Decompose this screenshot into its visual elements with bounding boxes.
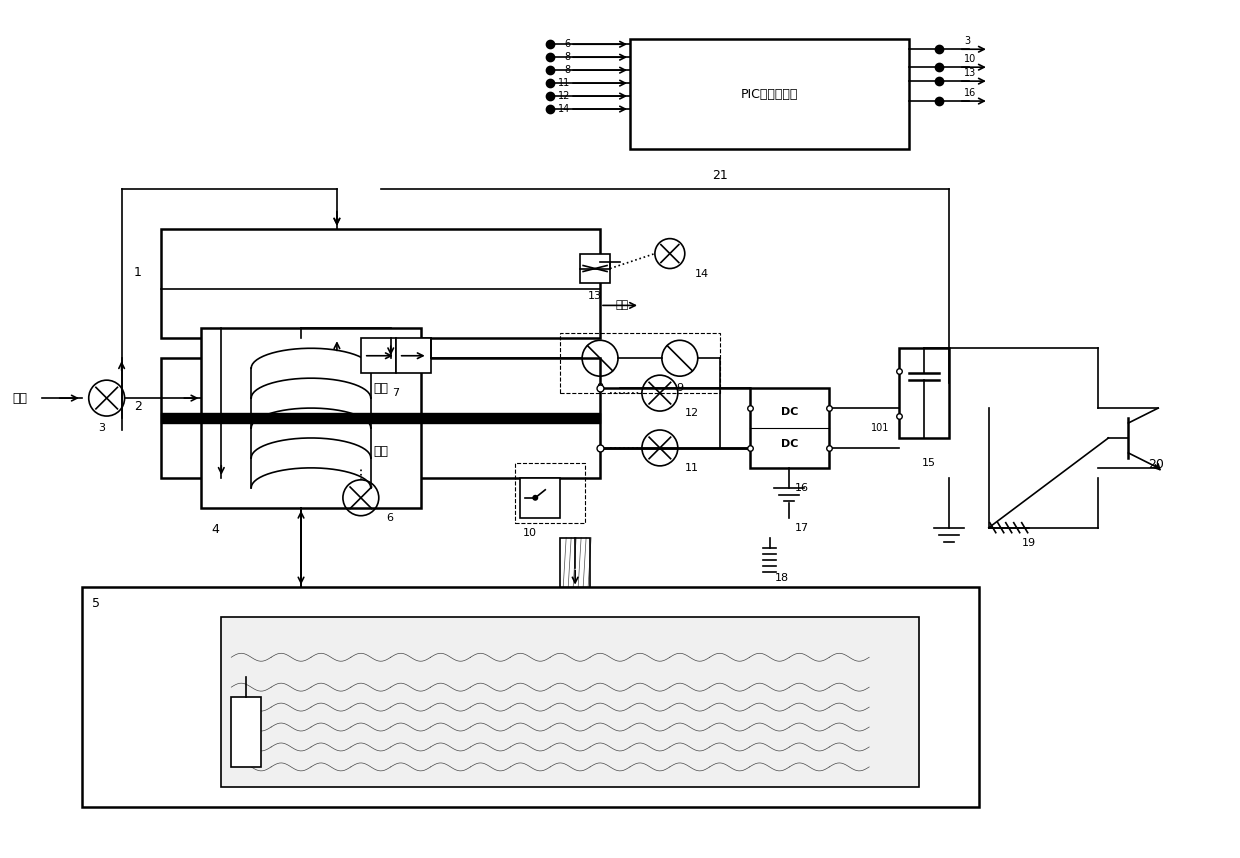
Text: 13: 13: [588, 292, 603, 301]
Text: 1: 1: [134, 266, 141, 279]
Text: 9: 9: [676, 384, 683, 393]
Circle shape: [532, 495, 538, 501]
Bar: [580, 254, 610, 283]
Text: 14: 14: [694, 269, 709, 279]
Bar: [560, 538, 590, 588]
Text: 17: 17: [795, 523, 808, 533]
Bar: [396, 338, 430, 373]
Text: 5: 5: [92, 597, 99, 610]
Bar: [201, 329, 420, 508]
Text: PIC微型控制器: PIC微型控制器: [740, 88, 799, 100]
Text: 8: 8: [564, 52, 570, 63]
Text: 13: 13: [963, 68, 976, 78]
Bar: [899, 348, 949, 438]
Text: 12: 12: [558, 91, 570, 101]
Text: 10: 10: [523, 528, 537, 538]
Text: 21: 21: [712, 169, 728, 182]
Text: 14: 14: [558, 104, 570, 114]
Text: DC: DC: [781, 407, 799, 417]
Bar: [82, 588, 978, 807]
Bar: [521, 478, 560, 517]
Text: 16: 16: [963, 88, 976, 98]
Bar: [361, 338, 396, 373]
Text: 阴极: 阴极: [373, 382, 388, 395]
Text: 阳极: 阳极: [373, 445, 388, 458]
Bar: [161, 228, 600, 338]
Text: 6: 6: [386, 513, 393, 523]
Text: 101: 101: [870, 423, 889, 433]
Text: 6: 6: [564, 39, 570, 49]
Text: 空气: 空气: [12, 391, 27, 405]
Text: DC: DC: [781, 439, 799, 449]
Text: 3: 3: [963, 36, 970, 46]
Bar: [560, 333, 719, 393]
Text: 8: 8: [596, 384, 604, 393]
Bar: [232, 698, 262, 767]
Bar: [516, 462, 585, 523]
Text: 3: 3: [98, 423, 105, 433]
Text: 16: 16: [795, 483, 808, 492]
Text: 11: 11: [558, 78, 570, 88]
Text: 18: 18: [775, 572, 789, 583]
Text: 15: 15: [923, 458, 936, 468]
Text: 排气: 排气: [615, 300, 629, 311]
Text: 20: 20: [1148, 458, 1164, 471]
Text: 8: 8: [564, 65, 570, 76]
Text: 10: 10: [963, 54, 976, 64]
Text: 2: 2: [134, 400, 141, 413]
Bar: [630, 39, 909, 149]
Bar: [161, 359, 600, 478]
Text: 19: 19: [1022, 538, 1035, 547]
Text: 4: 4: [211, 523, 219, 535]
Bar: [221, 618, 919, 787]
Text: 11: 11: [684, 462, 699, 473]
Text: 7: 7: [392, 388, 399, 398]
Bar: [749, 388, 830, 468]
Text: 12: 12: [684, 408, 699, 418]
